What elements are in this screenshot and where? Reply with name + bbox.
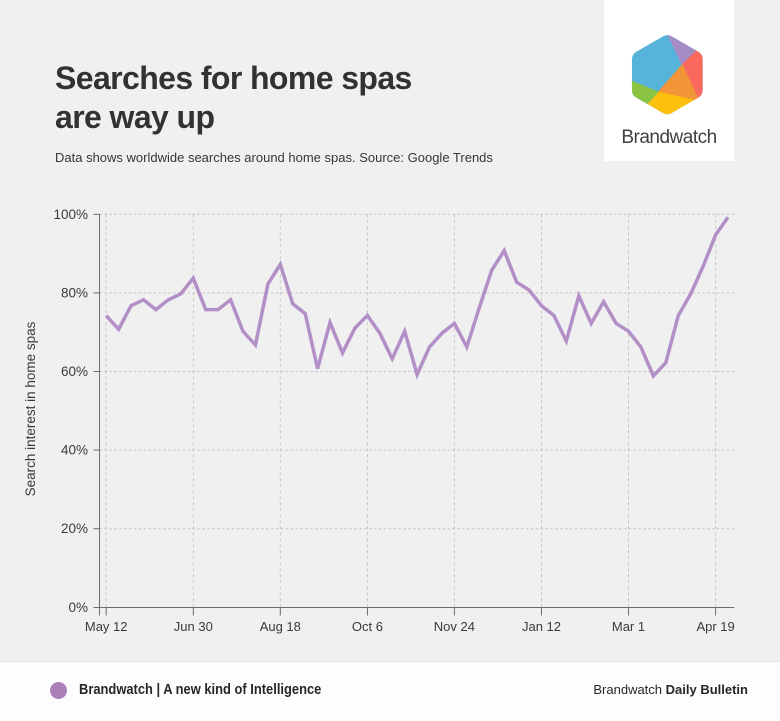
svg-text:Search interest in home spas: Search interest in home spas (23, 321, 38, 496)
svg-text:60%: 60% (61, 364, 88, 379)
svg-text:Mar 1: Mar 1 (612, 619, 645, 634)
svg-text:Jan 12: Jan 12 (522, 619, 561, 634)
svg-text:Apr 19: Apr 19 (696, 619, 734, 634)
svg-text:100%: 100% (53, 207, 88, 222)
svg-text:Jun 30: Jun 30 (174, 619, 213, 634)
svg-text:Aug 18: Aug 18 (260, 619, 301, 634)
svg-text:Nov 24: Nov 24 (434, 619, 475, 634)
svg-text:Oct 6: Oct 6 (352, 619, 383, 634)
svg-text:0%: 0% (68, 600, 88, 615)
svg-text:20%: 20% (61, 521, 88, 536)
svg-text:80%: 80% (61, 285, 88, 300)
svg-text:May 12: May 12 (85, 619, 128, 634)
svg-text:40%: 40% (61, 443, 88, 458)
